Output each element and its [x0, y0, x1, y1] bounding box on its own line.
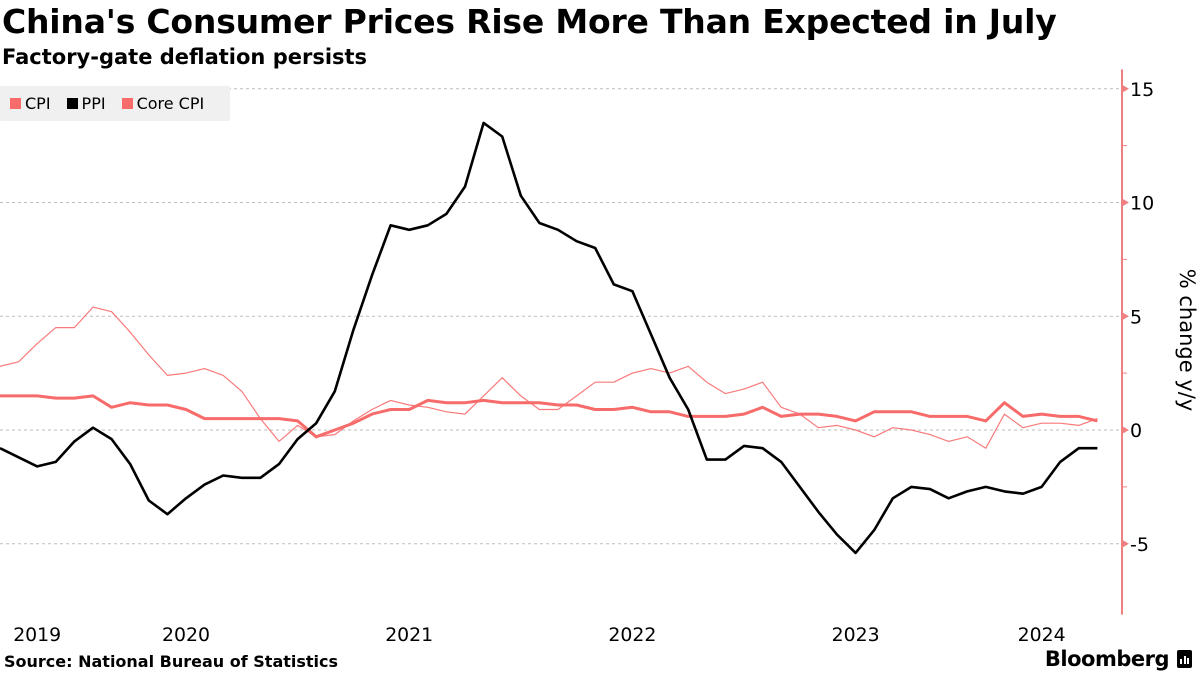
brand-text: Bloomberg [1044, 647, 1170, 671]
chart-title: China's Consumer Prices Rise More Than E… [2, 2, 1057, 41]
legend: CPI PPI Core CPI [0, 86, 230, 121]
x-tick-label: 2021 [385, 624, 433, 646]
y-tick-label: 15 [1130, 79, 1154, 101]
series-line-ppi [0, 121, 1098, 555]
source-note: Source: National Bureau of Statistics [4, 652, 339, 671]
x-tick-label: 2024 [1018, 624, 1066, 646]
y-tick-marker [1122, 84, 1129, 93]
legend-swatch-ppi [66, 98, 78, 109]
legend-label-core-cpi: Core CPI [136, 94, 205, 113]
legend-swatch-core-cpi [121, 98, 133, 109]
x-tick-label: 2019 [13, 624, 61, 646]
legend-swatch-cpi [10, 98, 21, 109]
series-line-cpi [0, 306, 1098, 449]
bloomberg-chart-icon [1177, 650, 1192, 668]
y-tick-label: 0 [1130, 420, 1142, 442]
x-tick-label: 2023 [832, 624, 880, 646]
x-tick-label: 2022 [608, 624, 656, 646]
y-tick-marker [1122, 426, 1129, 434]
series-line-core-cpi [0, 394, 1098, 439]
bloomberg-logo: Bloomberg [1045, 647, 1192, 671]
legend-label-ppi: PPI [81, 94, 106, 113]
y-tick-label: -5 [1130, 534, 1149, 556]
y-tick-marker [1122, 312, 1129, 321]
y-tick-label: 5 [1130, 306, 1142, 328]
legend-item-cpi[interactable]: CPI [10, 94, 51, 113]
x-tick-label: 2020 [162, 624, 210, 646]
y-axis-title: % change y/y [1175, 269, 1199, 412]
y-tick-marker [1122, 198, 1129, 207]
legend-label-cpi: CPI [25, 94, 51, 113]
y-tick-label: 10 [1130, 193, 1154, 215]
chart-subtitle: Factory-gate deflation persists [2, 45, 368, 69]
legend-item-ppi[interactable]: PPI [66, 94, 106, 113]
y-tick-marker [1122, 539, 1129, 548]
legend-item-core-cpi[interactable]: Core CPI [121, 94, 205, 113]
